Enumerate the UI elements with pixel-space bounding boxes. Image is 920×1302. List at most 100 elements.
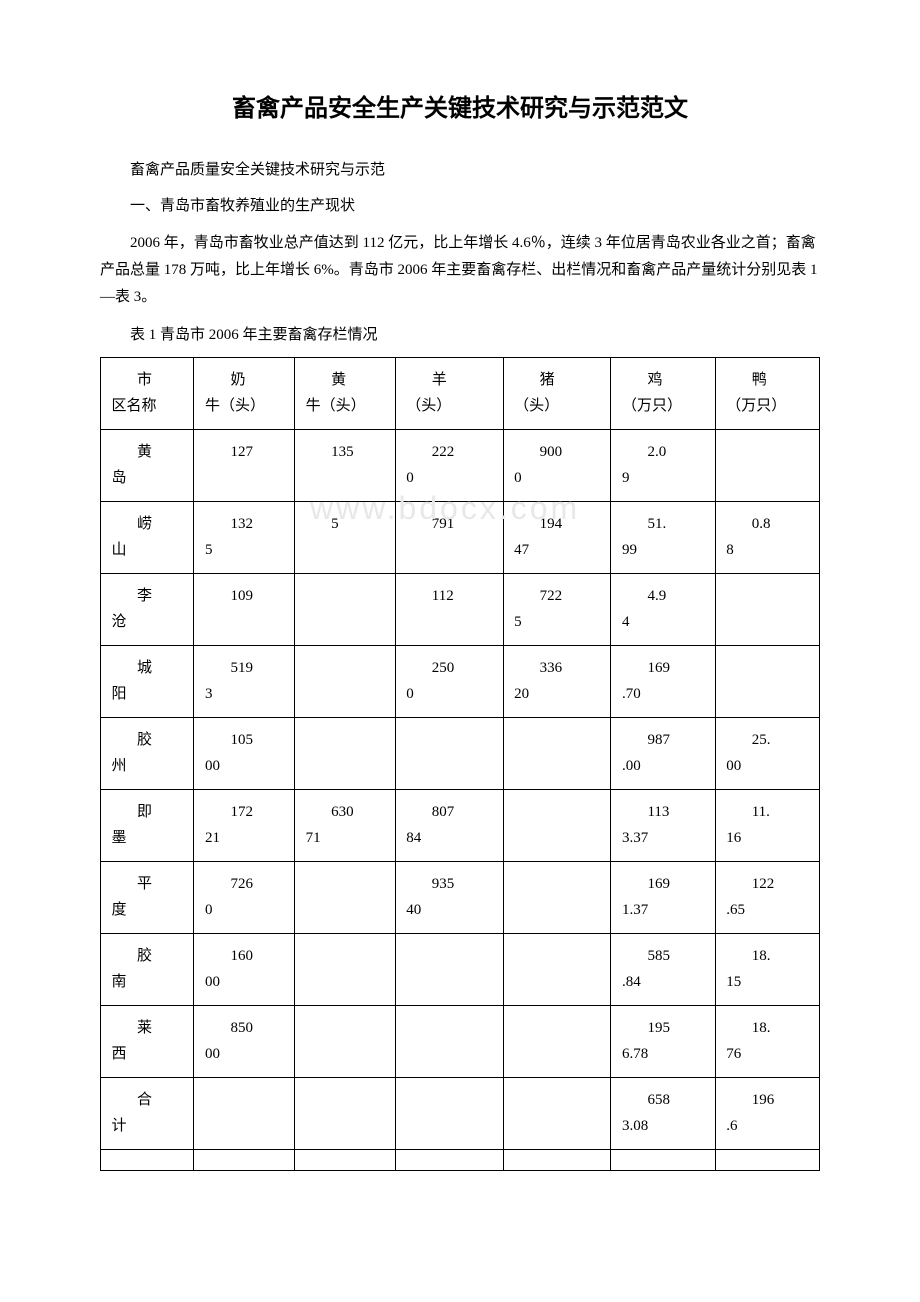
table-caption: 表 1 青岛市 2006 年主要畜禽存栏情况 (100, 323, 820, 347)
cell-value-line2: 20 (510, 682, 605, 708)
row-label-cell: 平度 (101, 862, 194, 934)
data-cell: 2220 (395, 430, 503, 502)
data-cell: 25.00 (715, 718, 819, 790)
data-cell: 5 (295, 502, 396, 574)
data-cell (715, 430, 819, 502)
section-heading: 一、青岛市畜牧养殖业的生产现状 (100, 194, 820, 218)
data-cell: 7225 (503, 574, 611, 646)
data-cell (295, 718, 396, 790)
cell-value-line1: 336 (510, 656, 605, 682)
data-cell: 2500 (395, 646, 503, 718)
row-label-cell: 李沧 (101, 574, 194, 646)
cell-value-line1: 658 (617, 1088, 708, 1114)
cell-value-line2: 0 (402, 682, 497, 708)
header-text-line1: 黄 (301, 368, 389, 394)
data-cell (295, 1078, 396, 1150)
cell-value-line1: 135 (301, 440, 389, 466)
header-text-line2: （头） (402, 394, 497, 420)
data-cell: 112 (395, 574, 503, 646)
cell-value-line2: .65 (722, 898, 813, 924)
data-cell (295, 574, 396, 646)
cell-value-line2: .84 (617, 970, 708, 996)
cell-value-line1: 51. (617, 512, 708, 538)
cell-value-line2: 8 (722, 538, 813, 564)
row-label-line2: 山 (107, 538, 187, 564)
cell-value-line1: 18. (722, 944, 813, 970)
cell-value-line1: 519 (200, 656, 288, 682)
cell-value-line1: 109 (200, 584, 288, 610)
data-cell: 5193 (194, 646, 295, 718)
data-cell: 791 (395, 502, 503, 574)
data-cell: 122.65 (715, 862, 819, 934)
cell-value-line2: 3.08 (617, 1114, 708, 1140)
row-label-cell: 莱西 (101, 1006, 194, 1078)
header-text-line2: （头） (510, 394, 605, 420)
cell-value-line2: 00 (200, 1042, 288, 1068)
data-cell (715, 574, 819, 646)
data-cell (715, 1150, 819, 1171)
row-label-line2: 计 (107, 1114, 187, 1140)
row-label-line1: 崂 (107, 512, 187, 538)
cell-value-line1: 18. (722, 1016, 813, 1042)
data-cell: 6583.08 (611, 1078, 715, 1150)
data-cell: 18.15 (715, 934, 819, 1006)
row-label-line1: 城 (107, 656, 187, 682)
cell-value-line1: 105 (200, 728, 288, 754)
data-cell (395, 934, 503, 1006)
header-text-line2: （万只） (722, 394, 813, 420)
row-label-line2: 度 (107, 898, 187, 924)
data-cell: 4.94 (611, 574, 715, 646)
data-cell (395, 1078, 503, 1150)
cell-value-line1: 987 (617, 728, 708, 754)
cell-value-line1: 850 (200, 1016, 288, 1042)
header-text-line2: 牛（头） (200, 394, 288, 420)
cell-value-line1: 0.8 (722, 512, 813, 538)
row-label-line1: 莱 (107, 1016, 187, 1042)
cell-value-line1: 196 (722, 1088, 813, 1114)
data-cell: 93540 (395, 862, 503, 934)
cell-value-line2: .6 (722, 1114, 813, 1140)
row-label-line1: 李 (107, 584, 187, 610)
data-cell: 9000 (503, 430, 611, 502)
cell-value-line2: 84 (402, 826, 497, 852)
cell-value-line2: .70 (617, 682, 708, 708)
cell-value-line1: 25. (722, 728, 813, 754)
cell-value-line2: 5 (510, 610, 605, 636)
data-cell: 1691.37 (611, 862, 715, 934)
cell-value-line1: 169 (617, 656, 708, 682)
cell-value-line1: 4.9 (617, 584, 708, 610)
row-label-cell: 胶南 (101, 934, 194, 1006)
cell-value-line1: 122 (722, 872, 813, 898)
data-cell: 63071 (295, 790, 396, 862)
cell-value-line1: 172 (200, 800, 288, 826)
row-label-cell (101, 1150, 194, 1171)
row-label-cell: 城阳 (101, 646, 194, 718)
row-label-line1: 平 (107, 872, 187, 898)
table-row: 黄岛127135222090002.09 (101, 430, 820, 502)
cell-value-line1: 113 (617, 800, 708, 826)
row-label-line1: 即 (107, 800, 187, 826)
data-cell (295, 646, 396, 718)
header-text-line2: 区名称 (107, 394, 187, 420)
table-row: 李沧109 11272254.94 (101, 574, 820, 646)
data-cell (715, 646, 819, 718)
data-cell (503, 1150, 611, 1171)
data-cell (611, 1150, 715, 1171)
data-cell (194, 1150, 295, 1171)
table-header-row: 市区名称奶牛（头）黄牛（头）羊（头）猪（头）鸡（万只）鸭（万只） (101, 358, 820, 430)
header-text-line2: 牛（头） (301, 394, 389, 420)
data-cell: 80784 (395, 790, 503, 862)
row-label-line2: 阳 (107, 682, 187, 708)
data-cell (503, 1078, 611, 1150)
row-label-line2: 岛 (107, 466, 187, 492)
data-cell: 0.88 (715, 502, 819, 574)
data-cell (503, 718, 611, 790)
data-cell: 16000 (194, 934, 295, 1006)
row-label-cell: 黄岛 (101, 430, 194, 502)
cell-value-line2: 0 (402, 466, 497, 492)
cell-value-line2: 15 (722, 970, 813, 996)
data-cell: 135 (295, 430, 396, 502)
data-cell: 18.76 (715, 1006, 819, 1078)
cell-value-line1: 5 (301, 512, 389, 538)
data-cell: 19447 (503, 502, 611, 574)
